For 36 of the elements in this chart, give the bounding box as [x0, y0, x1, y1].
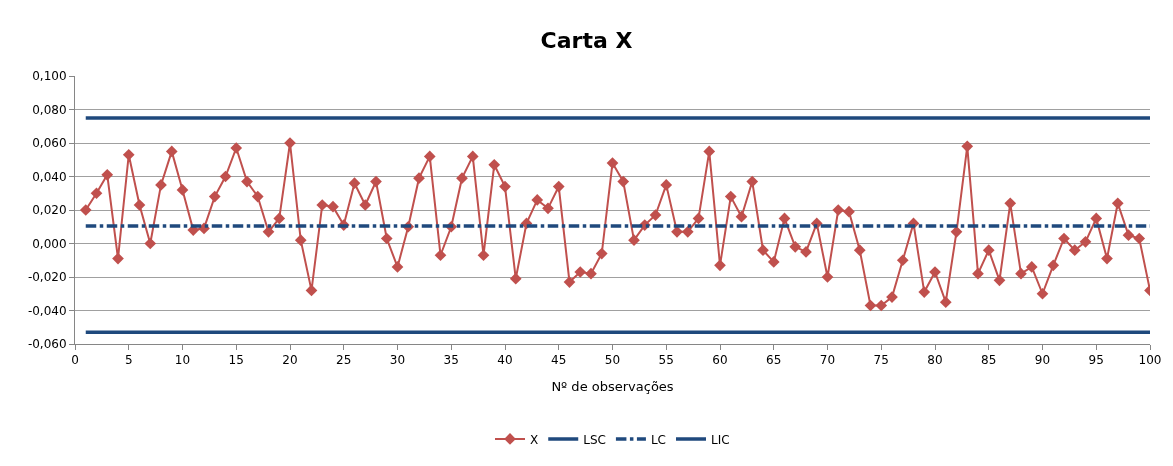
x-tick-label: 60 — [712, 353, 728, 368]
legend-label: LSC — [583, 432, 606, 447]
chart-title: Carta X — [540, 28, 633, 54]
y-tick-label: 0,040 — [32, 169, 67, 184]
y-tick-label: 0,100 — [32, 69, 67, 84]
x-axis-title: Nº de observações — [551, 379, 674, 394]
legend-label: X — [530, 432, 539, 447]
y-tick-label: -0,040 — [27, 303, 67, 318]
y-tick-label: 0,000 — [32, 236, 67, 251]
x-tick-label: 35 — [443, 353, 459, 368]
x-tick-label: 85 — [981, 353, 997, 368]
legend-label: LC — [650, 432, 666, 447]
x-tick-label: 20 — [282, 353, 298, 368]
x-tick-label: 95 — [1088, 353, 1104, 368]
x-tick-label: 75 — [873, 353, 889, 368]
x-tick-label: 100 — [1138, 353, 1162, 368]
y-tick-label: 0,020 — [32, 203, 67, 218]
x-tick-label: 10 — [174, 353, 191, 368]
x-tick-label: 45 — [551, 353, 567, 368]
x-tick-label: 65 — [766, 353, 782, 368]
y-tick-label: 0,060 — [32, 136, 67, 151]
x-tick-label: 50 — [604, 353, 621, 368]
y-tick-label: 0,080 — [32, 102, 67, 117]
y-tick-label: -0,060 — [27, 337, 67, 352]
x-tick-label: 90 — [1034, 353, 1051, 368]
x-tick-label: 80 — [927, 353, 943, 368]
x-tick-label: 0 — [71, 353, 79, 368]
x-tick-label: 70 — [819, 353, 836, 368]
x-tick-label: 55 — [658, 353, 674, 368]
x-tick-label: 30 — [389, 353, 406, 368]
x-tick-label: 40 — [497, 353, 513, 368]
x-tick-label: 5 — [124, 353, 133, 368]
legend-label: LIC — [711, 432, 730, 447]
x-tick-label: 25 — [336, 353, 352, 368]
y-tick-label: -0,020 — [27, 270, 67, 285]
x-tick-label: 15 — [228, 353, 244, 368]
